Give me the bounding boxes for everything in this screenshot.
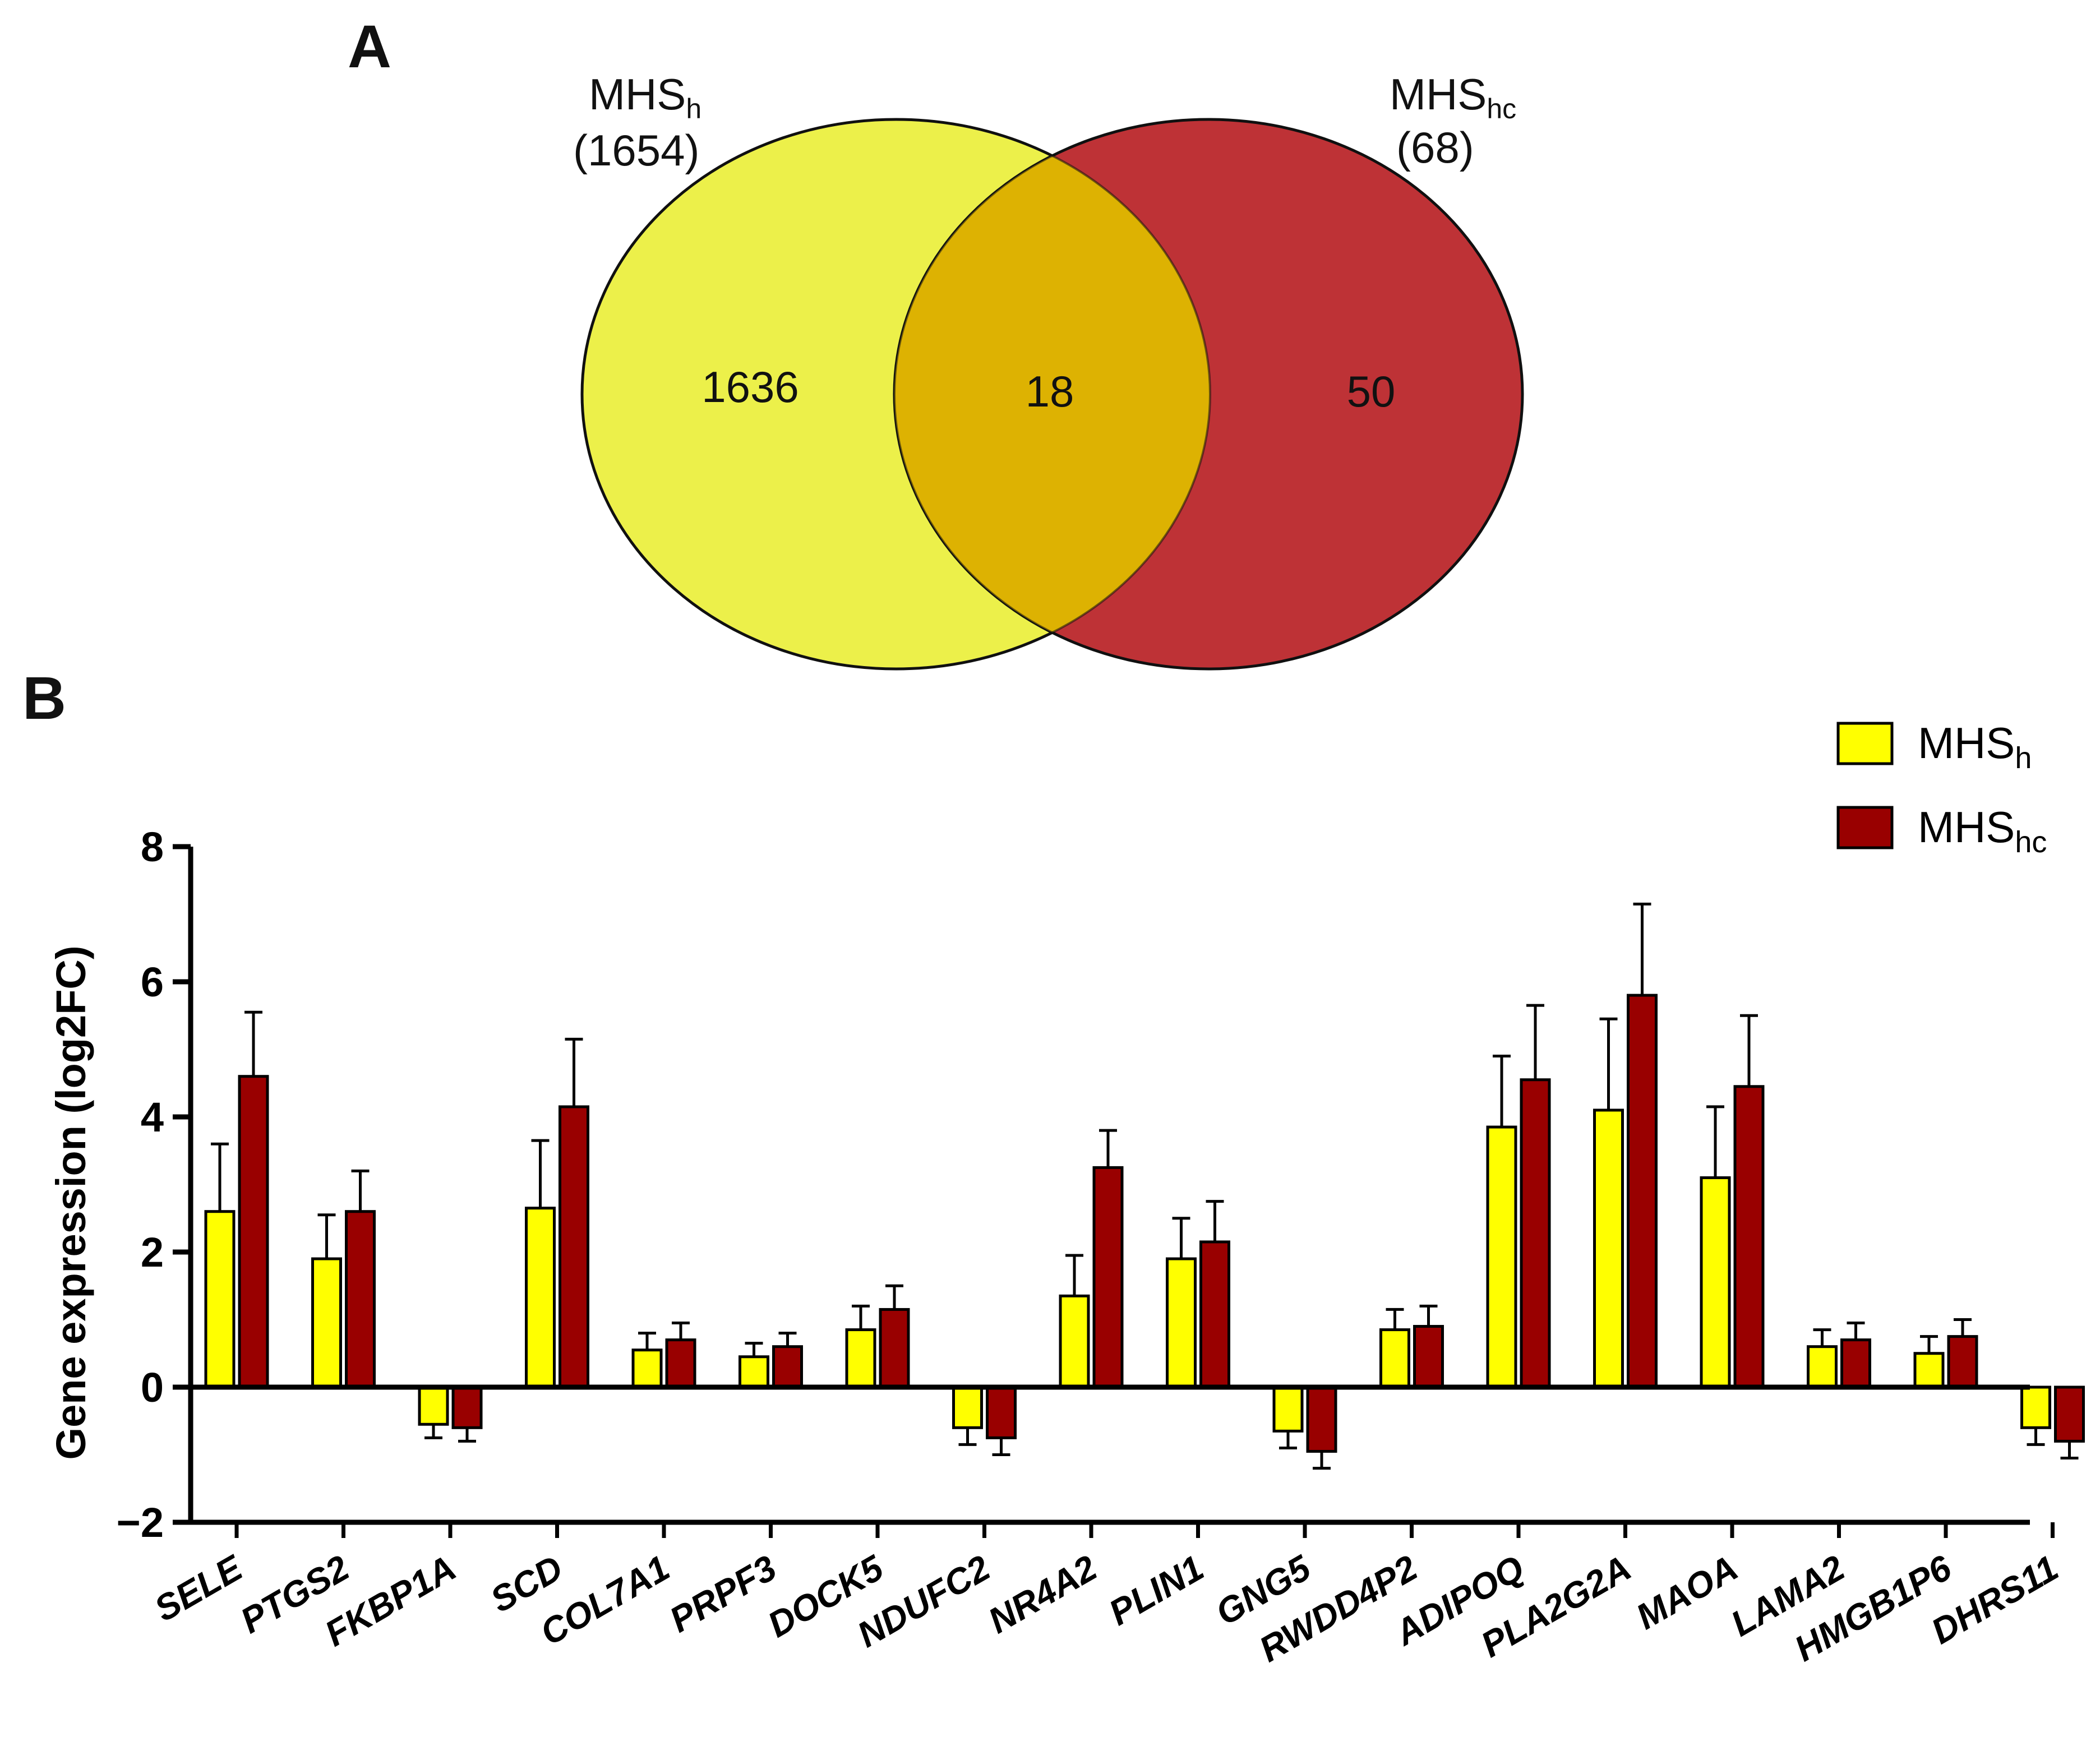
bar-adipoq-series1: [1486, 1125, 1517, 1389]
bars-layer: [204, 902, 2085, 1470]
x-tick-label-sele: SELE: [147, 1547, 250, 1629]
venn-set2-name: MHShc: [1390, 70, 1516, 124]
bar-fkbp1a-series2: [451, 1385, 483, 1429]
bar-col7a1-series1: [631, 1348, 663, 1389]
bar-ptgs2-series1: [311, 1257, 342, 1389]
legend: MHSh MHShc: [1836, 718, 2047, 859]
venn-overlap-count: 18: [1026, 367, 1074, 416]
x-tick-label-maoa: MAOA: [1630, 1548, 1744, 1637]
y-tick-label-3: 4: [141, 1094, 164, 1140]
bar-plin1-series2: [1199, 1240, 1230, 1389]
bar-dock5-series2: [879, 1308, 910, 1389]
legend-swatch-series2: [1836, 806, 1894, 849]
bar-pla2g2a-series1: [1593, 1108, 1624, 1389]
panel-a-label: A: [348, 12, 391, 80]
bar-fkbp1a-series1: [418, 1385, 449, 1426]
bar-lama2-series1: [1807, 1345, 1838, 1389]
bar-hmgb1p6-series2: [1947, 1335, 1978, 1389]
bar-prpf3-series2: [772, 1345, 803, 1389]
venn-set1-subscript: h: [686, 93, 701, 124]
y-tick-label-5: 8: [141, 824, 164, 870]
venn-set2-unique-count: 50: [1347, 367, 1396, 416]
bar-rwdd4p2-series2: [1413, 1325, 1444, 1389]
x-tick-label-nr4a2: NR4A2: [981, 1548, 1104, 1641]
legend-label-series2: MHShc: [1918, 802, 2047, 859]
venn-set1-name: MHSh: [589, 70, 701, 124]
bar-gng5-series1: [1272, 1385, 1304, 1433]
bar-col7a1-series2: [665, 1338, 696, 1389]
bar-gng5-series2: [1306, 1385, 1337, 1453]
bar-nr4a2-series2: [1092, 1166, 1124, 1389]
bar-nr4a2-series1: [1059, 1294, 1090, 1389]
x-tick-label-prpf3: PRPF3: [663, 1548, 783, 1640]
venn-set1-total: (1654): [573, 126, 699, 175]
y-tick-label-2: 2: [141, 1229, 164, 1276]
bar-hmgb1p6-series1: [1913, 1352, 1945, 1389]
bar-scd-series1: [525, 1207, 556, 1389]
panel-b-label: B: [22, 664, 66, 732]
bar-ndufc2-series2: [986, 1385, 1017, 1439]
bar-maoa-series1: [1700, 1176, 1731, 1389]
y-tick-label-1: 0: [141, 1364, 164, 1411]
legend-swatch-series1: [1836, 722, 1894, 765]
venn-overlap-region: [894, 119, 1210, 669]
bar-maoa-series2: [1733, 1085, 1765, 1389]
bar-scd-series2: [559, 1105, 589, 1389]
y-tick-label-0: −2: [117, 1499, 164, 1546]
bar-dhrs11-series2: [2054, 1385, 2085, 1443]
venn-set1-outline: [581, 118, 1211, 670]
venn-set2-total: (68): [1396, 123, 1474, 172]
bar-lama2-series2: [1840, 1338, 1871, 1389]
bar-ptgs2-series2: [345, 1210, 376, 1389]
bar-plin1-series1: [1166, 1257, 1197, 1389]
legend-label-series1: MHSh: [1918, 718, 2032, 775]
bar-prpf3-series1: [739, 1355, 769, 1389]
bar-adipoq-series2: [1520, 1078, 1551, 1389]
bar-rwdd4p2-series1: [1379, 1328, 1410, 1389]
bar-sele-series2: [238, 1075, 269, 1389]
bar-dock5-series1: [845, 1328, 876, 1389]
bar-dhrs11-series1: [2020, 1385, 2051, 1429]
x-tick-label-plin1: PLIN1: [1102, 1548, 1210, 1633]
venn-set1-unique-count: 1636: [701, 362, 799, 412]
bar-pla2g2a-series2: [1627, 994, 1658, 1389]
bar-chart: Gene expression (log2FC) SELEPTGS2FKBP1A…: [48, 718, 2085, 1670]
y-tick-label-4: 6: [141, 959, 164, 1005]
y-axis-title: Gene expression (log2FC): [48, 946, 94, 1460]
venn-set2-subscript: hc: [1487, 93, 1516, 124]
bar-sele-series1: [204, 1210, 236, 1389]
venn-set2-outline: [893, 118, 1524, 670]
bar-ndufc2-series1: [952, 1385, 983, 1429]
venn-diagram: MHSh (1654) MHShc (68) 1636 18 50: [573, 70, 1524, 671]
